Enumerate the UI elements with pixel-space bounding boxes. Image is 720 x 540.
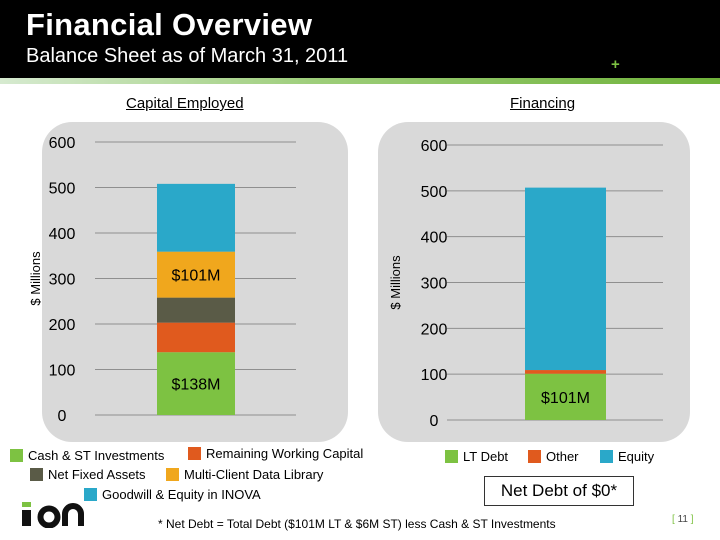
y-tick-label: 300 <box>421 276 448 293</box>
capital-employed-title: Capital Employed <box>126 95 244 112</box>
bar-segment-other <box>525 370 606 374</box>
bar-segment-remaining-working-capital <box>157 322 235 353</box>
legend-equity: Equity <box>600 449 654 464</box>
legend-data-library: Multi-Client Data Library <box>166 467 323 482</box>
y-tick-label: 500 <box>421 184 448 201</box>
footnote: * Net Debt = Total Debt ($101M LT & $6M … <box>158 517 556 531</box>
bar-segment-net-fixed-assets <box>157 297 235 323</box>
slide-title: Financial Overview <box>26 7 313 42</box>
y-tick-label: 200 <box>49 317 76 334</box>
slide-subtitle: Balance Sheet as of March 31, 2011 <box>26 45 349 67</box>
legend-goodwill: Goodwill & Equity in INOVA <box>84 487 261 502</box>
plus-mark-icon: + <box>611 56 620 73</box>
data-label: $138M <box>172 377 221 394</box>
legend-fixed-assets: Net Fixed Assets <box>30 467 146 482</box>
data-label: $101M <box>172 268 221 285</box>
y-tick-label: 100 <box>421 367 448 384</box>
legend-cash: Cash & ST Investments <box>10 448 164 463</box>
financing-title: Financing <box>510 95 576 112</box>
legend-swatch <box>10 449 23 462</box>
legend-other: Other <box>528 449 579 464</box>
y-tick-label: 400 <box>49 226 76 243</box>
accent-stripe <box>0 78 720 84</box>
bar-segment-cash-st-investments <box>157 352 235 415</box>
header-bar <box>0 0 720 78</box>
y-tick-label: 500 <box>49 181 76 198</box>
y-tick-label: 200 <box>421 321 448 338</box>
y-tick-label: 100 <box>49 363 76 380</box>
y-tick-label: 600 <box>49 135 76 152</box>
legend-swatch <box>528 450 541 463</box>
y-tick-label: 600 <box>421 138 448 155</box>
legend-swatch <box>30 468 43 481</box>
bar-segment-goodwill-equity-in-inova <box>157 183 235 252</box>
data-label: $101M <box>541 390 590 407</box>
legend-working-capital: Remaining Working Capital <box>188 446 363 461</box>
y-tick-label: 0 <box>430 413 439 430</box>
y-tick-label: 400 <box>421 230 448 247</box>
legend-swatch <box>84 488 97 501</box>
legend-swatch <box>600 450 613 463</box>
bar-segment-equity <box>525 187 606 371</box>
bar-segment-lt-debt <box>525 373 606 420</box>
net-debt-box: Net Debt of $0* <box>484 476 634 506</box>
ion-logo <box>20 500 100 529</box>
legend-swatch <box>166 468 179 481</box>
y-axis-label: $ Millions <box>28 251 43 306</box>
y-tick-label: 300 <box>49 272 76 289</box>
y-axis-label: $ Millions <box>388 255 403 310</box>
bar-segment-multi-client-data-library <box>157 251 235 298</box>
page-number: [ 11 ] <box>672 514 694 525</box>
legend-swatch <box>188 447 201 460</box>
legend-swatch <box>445 450 458 463</box>
legend-lt-debt: LT Debt <box>445 449 508 464</box>
y-tick-label: 0 <box>58 408 67 425</box>
